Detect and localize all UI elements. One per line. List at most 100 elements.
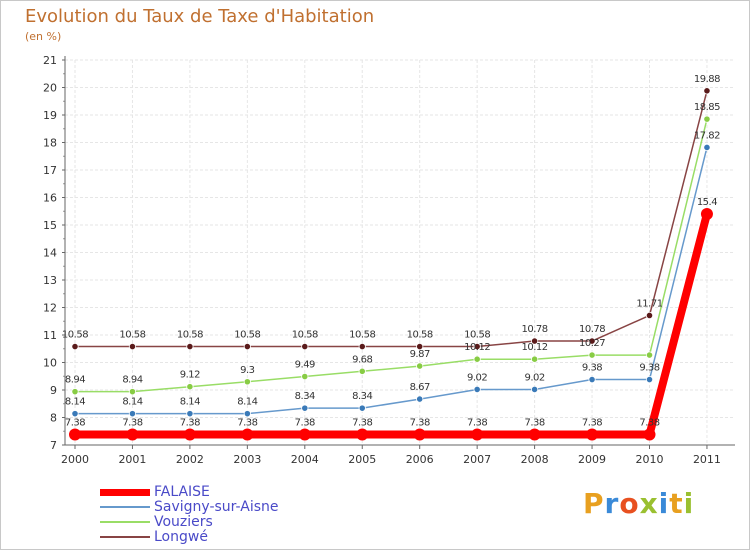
data-point	[473, 385, 481, 394]
data-label: 19.88	[694, 74, 720, 85]
data-point	[703, 143, 711, 152]
data-label: 8.14	[122, 397, 142, 408]
data-label: 8.34	[295, 391, 315, 402]
data-label: 7.38	[524, 418, 544, 429]
x-tick-label: 2011	[693, 453, 721, 466]
x-tick-label: 2004	[291, 453, 319, 466]
y-tick-label: 20	[43, 82, 57, 95]
data-label: 8.14	[237, 397, 257, 408]
x-tick-label: 2009	[578, 453, 606, 466]
data-label: 7.38	[122, 418, 142, 429]
data-point	[586, 428, 599, 441]
data-label: 7.38	[639, 418, 659, 429]
y-tick-label: 9	[50, 384, 57, 397]
y-tick-label: 8	[50, 412, 57, 425]
data-point	[128, 342, 137, 351]
data-point	[645, 375, 654, 384]
legend-item: Savigny-sur-Aisne	[100, 499, 279, 515]
data-label: 17.82	[694, 130, 720, 141]
data-label: 9.02	[524, 372, 544, 383]
data-label: 9.38	[639, 363, 659, 374]
data-label: 15.4	[697, 197, 717, 208]
data-point	[243, 342, 251, 351]
data-label: 9.12	[180, 370, 200, 381]
data-point	[358, 404, 366, 412]
y-tick-label: 14	[43, 247, 57, 260]
data-point	[645, 351, 654, 359]
data-label: 7.38	[467, 418, 487, 429]
logo-letter: o	[619, 487, 640, 520]
x-tick-label: 2001	[118, 453, 146, 466]
data-label: 7.38	[180, 418, 200, 429]
logo-letter: i	[683, 487, 695, 520]
data-point	[473, 342, 481, 351]
data-point	[416, 342, 424, 351]
data-label: 10.78	[579, 324, 605, 335]
data-point	[416, 362, 424, 370]
data-label: 9.49	[295, 360, 315, 371]
data-label: 7.38	[352, 418, 372, 429]
legend-label: Savigny-sur-Aisne	[154, 499, 279, 515]
data-label: 10.58	[177, 330, 203, 341]
data-label: 10.58	[464, 330, 490, 341]
data-point	[416, 395, 424, 403]
data-point	[183, 428, 196, 441]
data-point	[69, 428, 81, 441]
data-label: 10.27	[579, 338, 605, 349]
data-label: 7.38	[237, 418, 257, 429]
y-tick-label: 15	[43, 219, 57, 232]
legend-swatch	[100, 488, 150, 496]
data-point	[643, 428, 656, 441]
data-point	[471, 428, 484, 441]
data-point	[703, 87, 711, 95]
legend-item: Vouziers	[100, 514, 213, 530]
legend-item: FALAISE	[100, 484, 210, 500]
y-tick-label: 7	[50, 439, 57, 452]
legend-swatch	[100, 506, 150, 508]
data-label: 10.58	[292, 330, 318, 341]
y-tick-label: 21	[43, 54, 57, 67]
data-label: 10.12	[522, 342, 548, 353]
data-point	[126, 428, 139, 441]
logo-letter: i	[658, 487, 670, 520]
data-label: 10.58	[349, 330, 375, 341]
data-point	[71, 410, 79, 418]
data-label: 8.34	[352, 391, 372, 402]
data-label: 8.14	[65, 397, 85, 408]
data-point	[128, 388, 137, 396]
data-label: 9.3	[240, 365, 255, 376]
data-label: 9.68	[352, 354, 372, 365]
data-point	[700, 208, 713, 220]
data-label: 10.58	[119, 330, 145, 341]
data-point	[703, 115, 711, 123]
x-tick-label: 2010	[636, 453, 664, 466]
legend-label: Longwé	[154, 529, 208, 545]
data-label: 18.85	[694, 102, 720, 113]
data-point	[358, 342, 366, 351]
proxiti-logo: Proxiti	[583, 487, 694, 520]
data-point	[128, 410, 137, 418]
logo-letter: P	[583, 487, 605, 520]
data-point	[71, 342, 79, 351]
data-label: 10.12	[464, 342, 490, 353]
data-point	[588, 375, 596, 384]
y-tick-label: 19	[43, 109, 57, 122]
data-point	[71, 388, 79, 396]
x-tick-label: 2002	[176, 453, 204, 466]
data-point	[241, 428, 254, 441]
data-label: 9.02	[467, 372, 487, 383]
data-point	[530, 337, 539, 345]
data-label: 7.38	[295, 418, 315, 429]
x-tick-label: 2003	[233, 453, 261, 466]
x-tick-label: 2007	[463, 453, 491, 466]
data-point	[186, 383, 194, 391]
data-label: 7.38	[65, 418, 85, 429]
data-point	[356, 428, 369, 441]
data-point	[243, 378, 251, 386]
legend-label: FALAISE	[154, 484, 210, 500]
data-point	[413, 428, 426, 441]
data-point	[358, 367, 366, 375]
data-point	[645, 311, 654, 320]
x-tick-label: 2005	[348, 453, 376, 466]
data-point	[528, 428, 541, 441]
